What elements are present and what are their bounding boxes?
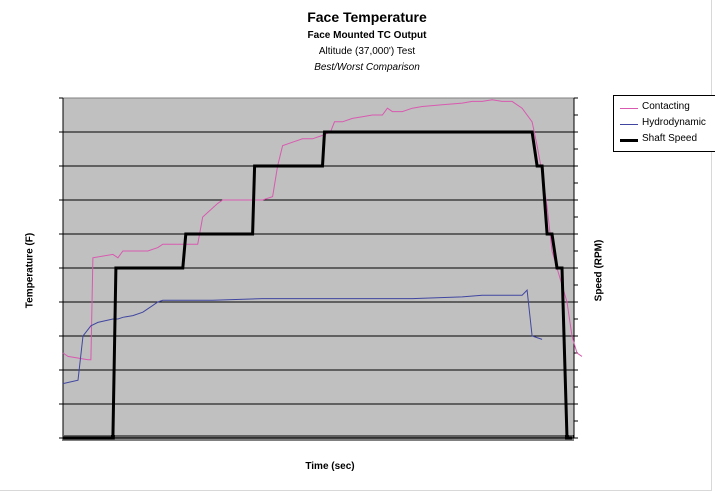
chart-subtitle-1: Face Mounted TC Output [307, 30, 427, 41]
y-axis-label: Temperature (F) [24, 232, 36, 309]
chart-title: Face Temperature [307, 9, 427, 25]
x-axis-label: Time (sec) [305, 461, 355, 472]
legend-swatch-contacting [620, 108, 638, 109]
series-line-hydrodynamic [62, 288, 543, 385]
legend-label-contacting: Contacting [642, 101, 690, 112]
legend-item-hydrodynamic: Hydrodynamic [620, 117, 715, 131]
series-line-shaft-speed [63, 130, 572, 440]
legend-item-shaft-speed: Shaft Speed [620, 133, 715, 147]
legend: Contacting Hydrodynamic Shaft Speed [613, 95, 715, 152]
legend-label-hydrodynamic: Hydrodynamic [642, 117, 706, 128]
legend-swatch-shaft-speed [620, 139, 638, 142]
y2-axis-label: Speed (RPM) [593, 239, 605, 302]
chart-subtitle-3: Best/Worst Comparison [314, 62, 420, 73]
legend-label-shaft-speed: Shaft Speed [642, 133, 698, 144]
legend-swatch-hydrodynamic [620, 124, 638, 125]
legend-item-contacting: Contacting [620, 101, 715, 115]
chart-subtitle-2: Altitude (37,000') Test [318, 46, 416, 57]
